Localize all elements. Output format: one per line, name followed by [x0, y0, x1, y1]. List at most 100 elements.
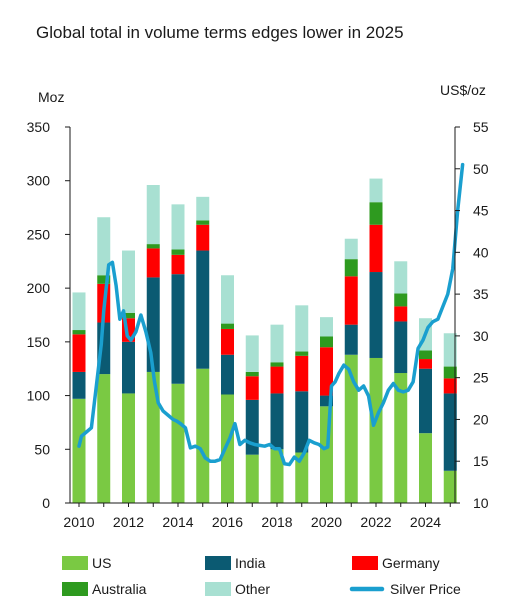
bar-germany-2016 [221, 328, 234, 355]
bar-india-2022 [369, 272, 383, 358]
bar-australia-2024 [419, 350, 432, 360]
left-tick-label: 200 [27, 280, 51, 296]
left-tick-label: 100 [27, 388, 51, 404]
bar-us-2013 [146, 371, 160, 503]
bar-other-2015 [196, 196, 210, 221]
x-tick-label: 2014 [162, 514, 193, 530]
bar-india-2016 [221, 354, 234, 395]
right-tick-label: 15 [473, 453, 489, 469]
bar-other-2014 [171, 204, 185, 250]
bar-india-2018 [270, 393, 284, 450]
chart-title: Global total in volume terms edges lower… [36, 23, 404, 42]
bar-other-2020 [320, 317, 333, 337]
bar-germany-2018 [270, 366, 284, 394]
bar-australia-2025 [443, 366, 457, 379]
right-tick-label: 10 [473, 495, 489, 511]
right-tick-label: 20 [473, 411, 489, 427]
bar-germany-2013 [146, 248, 160, 278]
legend-label-silver-price: Silver Price [390, 581, 461, 597]
left-axis-unit: Moz [38, 89, 64, 105]
bar-australia-2021 [344, 259, 358, 277]
bar-india-2013 [146, 277, 160, 372]
bar-us-2012 [122, 393, 135, 503]
bar-other-2010 [72, 292, 86, 331]
legend-label-other: Other [235, 581, 270, 597]
x-tick-label: 2018 [261, 514, 292, 530]
silver-price-line-group [77, 162, 465, 467]
legend-label-us: US [92, 555, 111, 571]
left-tick-label: 50 [34, 441, 50, 457]
bar-us-2011 [97, 374, 111, 503]
right-tick-label: 30 [473, 328, 489, 344]
bar-india-2014 [171, 274, 185, 384]
legend-swatch-other [205, 582, 231, 596]
bar-germany-2015 [196, 224, 210, 251]
bar-germany-2025 [443, 378, 457, 394]
bar-india-2012 [122, 341, 135, 394]
bar-other-2019 [295, 305, 309, 352]
right-tick-label: 45 [473, 203, 489, 219]
bar-other-2011 [97, 217, 111, 276]
bar-us-2025 [443, 470, 457, 503]
bar-australia-2012 [122, 312, 135, 319]
bar-germany-2017 [245, 376, 259, 400]
left-tick-label: 0 [42, 495, 50, 511]
bar-australia-2011 [97, 275, 111, 284]
right-tick-label: 35 [473, 286, 489, 302]
right-tick-label: 40 [473, 244, 489, 260]
bar-india-2019 [295, 391, 309, 453]
bar-australia-2015 [196, 220, 210, 225]
bar-australia-2019 [295, 351, 309, 356]
left-tick-label: 300 [27, 173, 51, 189]
bar-germany-2021 [344, 276, 358, 325]
legend-swatch-us [62, 556, 88, 570]
legend-swatch-india [205, 556, 231, 570]
x-tick-label: 2010 [63, 514, 94, 530]
bar-australia-2018 [270, 362, 284, 367]
bar-other-2018 [270, 324, 284, 363]
bar-us-2015 [196, 368, 210, 503]
bar-us-2018 [270, 449, 284, 503]
bar-us-2019 [295, 452, 309, 503]
legend-label-australia: Australia [92, 581, 147, 597]
x-tick-label: 2022 [360, 514, 391, 530]
bar-australia-2010 [72, 330, 86, 335]
bar-india-2015 [196, 250, 210, 369]
legend-swatch-australia [62, 582, 88, 596]
bar-us-2016 [221, 394, 234, 503]
bar-india-2023 [394, 321, 408, 374]
bar-india-2010 [72, 371, 86, 399]
bar-australia-2016 [221, 323, 234, 329]
bar-australia-2013 [146, 244, 160, 249]
bar-australia-2014 [171, 249, 185, 255]
right-tick-label: 50 [473, 161, 489, 177]
x-tick-label: 2012 [113, 514, 144, 530]
bar-other-2012 [122, 250, 135, 313]
bar-other-2016 [221, 275, 234, 324]
left-tick-label: 150 [27, 334, 51, 350]
axes: 0 50 100 150 200 250 300 350 10 15 20 25 30 35 40 45 50 5… [27, 119, 489, 530]
bar-india-2020 [320, 395, 333, 407]
bar-australia-2020 [320, 336, 333, 348]
right-axis-unit: US$/oz [440, 82, 486, 98]
bar-us-2022 [369, 357, 383, 503]
x-tick-label: 2020 [311, 514, 342, 530]
bar-other-2017 [245, 335, 259, 372]
bar-us-2014 [171, 383, 185, 503]
legend: US India Germany Australia Other Silver Price [62, 555, 461, 597]
bar-germany-2019 [295, 355, 309, 392]
bar-other-2023 [394, 261, 408, 294]
right-tick-label: 25 [473, 370, 489, 386]
bar-other-2021 [344, 238, 358, 260]
bar-other-2013 [146, 185, 160, 245]
bar-germany-2014 [171, 254, 185, 275]
left-tick-label: 250 [27, 226, 51, 242]
bar-other-2025 [443, 333, 457, 367]
legend-label-india: India [235, 555, 266, 571]
bar-germany-2020 [320, 347, 333, 396]
bar-india-2024 [419, 368, 432, 434]
bar-us-2024 [419, 433, 432, 503]
bar-germany-2023 [394, 306, 408, 322]
x-tick-label: 2016 [212, 514, 243, 530]
